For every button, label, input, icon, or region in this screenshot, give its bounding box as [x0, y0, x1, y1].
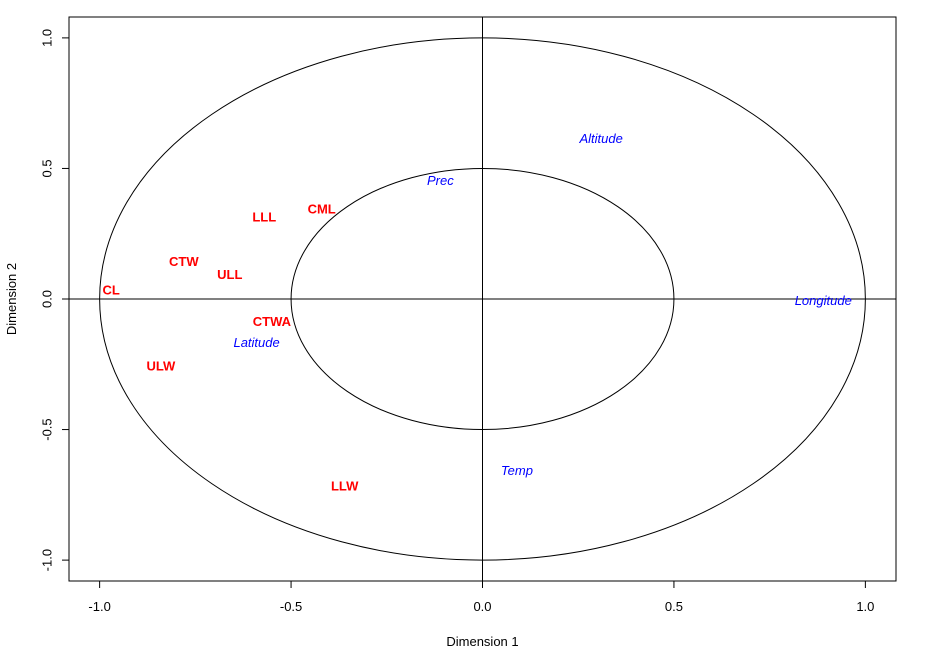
- variable-label-longitude: Longitude: [795, 293, 852, 308]
- variable-label-temp: Temp: [501, 463, 533, 478]
- x-tick-label: 0.0: [473, 599, 491, 614]
- observation-label-lll: LLL: [252, 209, 276, 224]
- y-tick-label: -1.0: [39, 549, 54, 571]
- variable-label-latitude: Latitude: [233, 335, 279, 350]
- observation-label-cml: CML: [308, 202, 336, 217]
- x-tick-label: -1.0: [88, 599, 110, 614]
- x-tick-label: -0.5: [280, 599, 302, 614]
- y-tick-label: 0.0: [39, 290, 54, 308]
- variable-label-prec: Prec: [427, 173, 454, 188]
- observation-label-ctwa: CTWA: [253, 314, 292, 329]
- observation-label-ulw: ULW: [146, 358, 176, 373]
- y-tick-label: 0.5: [39, 159, 54, 177]
- observation-label-cl: CL: [102, 283, 119, 298]
- x-axis-title: Dimension 1: [446, 634, 518, 649]
- x-tick-label: 1.0: [856, 599, 874, 614]
- observation-label-ull: ULL: [217, 267, 242, 282]
- y-axis-title: Dimension 2: [4, 263, 19, 335]
- variable-label-altitude: Altitude: [579, 131, 623, 146]
- observation-label-ctw: CTW: [169, 254, 199, 269]
- y-tick-label: -0.5: [39, 418, 54, 440]
- observation-label-llw: LLW: [331, 478, 359, 493]
- x-tick-label: 0.5: [665, 599, 683, 614]
- y-tick-label: 1.0: [39, 29, 54, 47]
